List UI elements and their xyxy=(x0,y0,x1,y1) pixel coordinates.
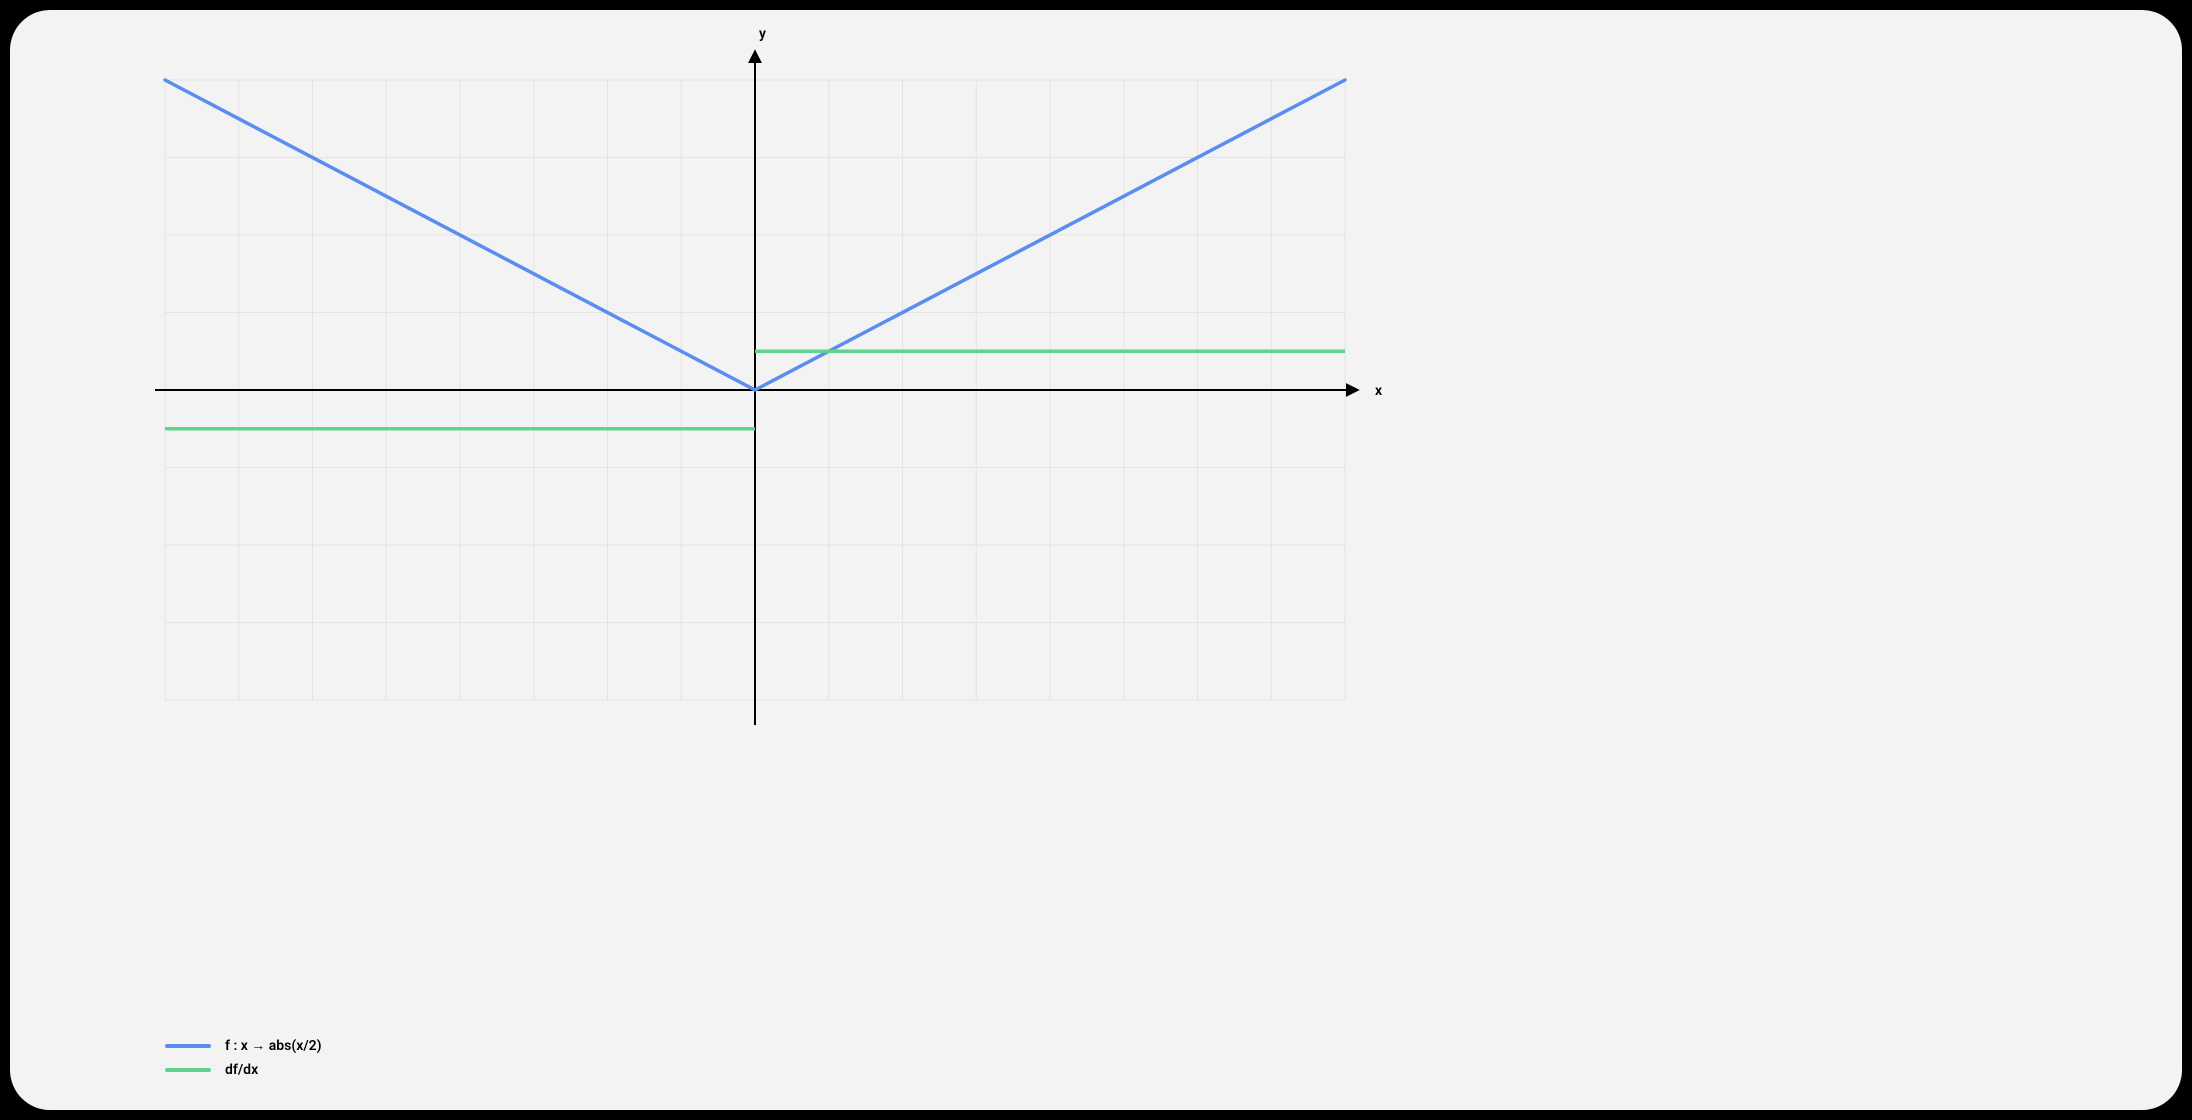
x-axis-label: x xyxy=(1375,383,1382,399)
legend-swatch xyxy=(165,1044,211,1048)
legend-label: f : x → abs(x/2) xyxy=(225,1037,322,1054)
legend-row-dfdx: df/dx xyxy=(165,1062,322,1078)
y-axis-label: y xyxy=(759,26,766,42)
legend-row-f: f : x → abs(x/2) xyxy=(165,1037,322,1054)
axes: xy xyxy=(155,26,1382,725)
chart-card: xy f : x → abs(x/2)df/dx xyxy=(10,10,2182,1110)
legend-swatch xyxy=(165,1068,211,1072)
legend: f : x → abs(x/2) df/dx xyxy=(165,1029,322,1078)
chart-svg: xy xyxy=(10,10,2182,1110)
legend-label: df/dx xyxy=(225,1062,258,1078)
